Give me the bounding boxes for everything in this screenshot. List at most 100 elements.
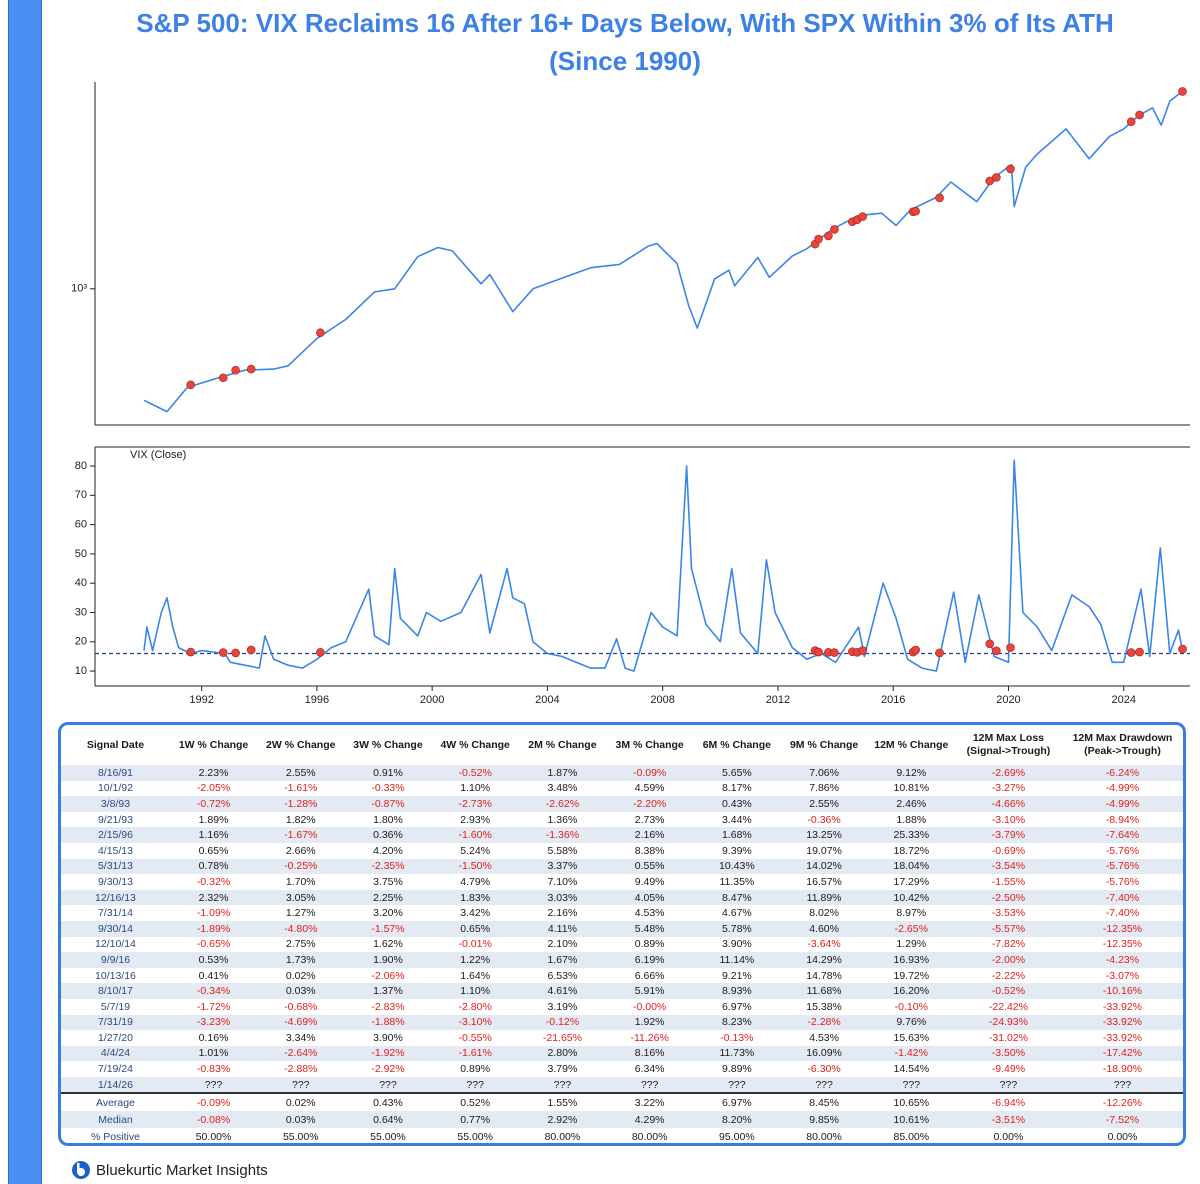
table-cell: -0.55% — [458, 1031, 492, 1044]
table-cell: 0.65% — [431, 920, 519, 937]
signal-marker — [992, 646, 1001, 656]
y-tick-label: 50 — [75, 548, 87, 560]
table-cell: 6.97% — [721, 1000, 752, 1013]
y-tick-label: 80 — [75, 460, 87, 472]
x-tick-label: 2004 — [535, 694, 559, 706]
price-line — [143, 459, 1184, 672]
signal-marker — [830, 648, 839, 657]
header-cell: 6M % Change — [702, 738, 771, 751]
table-cell: 18.04% — [867, 858, 955, 875]
table-cell: 7/31/14 — [97, 907, 133, 920]
table-cell: -0.25% — [257, 858, 345, 875]
table-cell: 14.78% — [806, 969, 842, 982]
signal-marker — [1006, 164, 1015, 174]
table-cell: -24.93% — [954, 1014, 1062, 1031]
table-cell: -0.65% — [196, 938, 231, 951]
table-cell: -3.27% — [991, 782, 1026, 795]
table-cell: 12/10/14 — [95, 938, 136, 951]
table-cell: 8.02% — [809, 907, 839, 920]
table-cell: 9.49% — [634, 875, 665, 888]
table-cell: -0.33% — [371, 782, 405, 795]
price-line — [143, 90, 1183, 413]
table-cell: 11.89% — [780, 889, 868, 906]
table-cell: -0.72% — [169, 796, 258, 812]
table-row: 10/13/16 0.41% 0.02% -2.06% 1.64% 6.53% 6.66% 9… — [61, 968, 1183, 984]
table-cell: 1.88% — [896, 813, 927, 826]
summary-cell: 2.92% — [518, 1111, 607, 1129]
table-cell: 1.89% — [198, 813, 229, 826]
table-row: 7/19/24 -0.83% -2.88% -2.92% 0.89% 3.79% 6.34%… — [61, 1061, 1183, 1077]
table-cell: 19.72% — [893, 969, 930, 982]
signal-marker — [1006, 643, 1015, 652]
table-cell: 8/16/91 — [61, 765, 170, 781]
table-cell: 17.29% — [893, 875, 930, 888]
table-cell: 9.89% — [721, 1063, 752, 1076]
summary-cell: 1.55% — [518, 1092, 607, 1112]
table-cell: 7.06% — [780, 765, 868, 781]
table-cell: -2.69% — [954, 765, 1062, 781]
summary-cell: 0.03% — [257, 1111, 345, 1129]
x-tick-label: 1992 — [189, 694, 213, 706]
signal-marker — [231, 365, 240, 375]
table-cell: 0.55% — [606, 858, 694, 875]
table-row: 7/31/19 -3.23% -4.69% -1.88% -3.10% -0.12% 1.9… — [61, 1014, 1183, 1031]
table-cell: -2.50% — [954, 889, 1062, 906]
x-tick-label: 2016 — [881, 694, 905, 706]
table-cell: 1.73% — [257, 952, 345, 968]
table-row: 8/10/17 -0.34% 0.03% 1.37% 1.10% 4.61% 5.91% 8.… — [61, 983, 1183, 999]
table-cell: 1.29% — [896, 938, 927, 951]
table-cell: ??? — [1061, 1076, 1183, 1094]
table-cell: 2.23% — [169, 765, 258, 781]
table-cell: -2.06% — [371, 969, 405, 982]
signal-marker — [186, 647, 195, 657]
table-cell: 5.24% — [460, 844, 491, 857]
table-cell: 16.20% — [867, 983, 955, 999]
side-bar — [8, 0, 42, 1184]
header-cell: 3W % Change — [353, 738, 423, 751]
table-cell: 10/1/92 — [97, 782, 133, 795]
table-cell: -1.55% — [991, 875, 1026, 888]
table-cell: -0.32% — [196, 875, 231, 888]
table-cell: 11.14% — [693, 952, 781, 968]
table-cell: 1/27/20 — [97, 1031, 133, 1044]
table-cell: 1.37% — [344, 983, 432, 999]
table-cell: -4.66% — [954, 796, 1062, 812]
signal-marker — [1178, 644, 1187, 654]
header-cell: 12M Max Loss (Signal->Trough) — [966, 732, 1051, 757]
table-cell: 4/15/13 — [97, 844, 133, 857]
table-cell: -4.69% — [257, 1014, 345, 1031]
table-cell: 3.42% — [460, 907, 491, 920]
table-cell: -8.94% — [1105, 813, 1140, 826]
table-cell: 2.46% — [867, 796, 955, 812]
table-cell: -2.92% — [371, 1063, 405, 1076]
summary-cell: -12.26% — [1061, 1092, 1183, 1112]
table-row: 2/15/96 1.16% -1.67% 0.36% -1.60% -1.36% 2.16%… — [61, 827, 1183, 843]
signal-marker — [231, 648, 240, 658]
table-cell: -12.35% — [1102, 938, 1143, 951]
table-cell: -1.61% — [284, 782, 318, 795]
table-cell: -2.28% — [780, 1014, 868, 1031]
summary-cell: Average — [61, 1092, 170, 1112]
table-cell: -2.83% — [371, 1000, 405, 1013]
signal-marker — [935, 193, 944, 203]
table-cell: 0.02% — [285, 969, 316, 982]
table-cell: -1.72% — [196, 1000, 231, 1013]
table-cell: 0.78% — [169, 858, 258, 875]
table-cell: -1.92% — [344, 1045, 432, 1062]
summary-cell: 10.61% — [867, 1111, 955, 1129]
table-cell: -7.40% — [1061, 889, 1183, 906]
signal-marker — [985, 639, 995, 649]
table-cell: -6.30% — [807, 1063, 841, 1076]
table-cell: 3.90% — [373, 1031, 403, 1044]
table-cell: -9.49% — [991, 1063, 1026, 1076]
table-cell: 5.78% — [693, 920, 781, 937]
summary-cell: 8.20% — [693, 1111, 781, 1129]
table-cell: ??? — [169, 1076, 258, 1094]
table-cell: -1.57% — [344, 920, 432, 937]
table-cell: 4/4/24 — [61, 1045, 170, 1062]
header-cell: 9M % Change — [789, 738, 859, 751]
table-cell: 1.68% — [693, 827, 781, 843]
table-cell: 1.92% — [606, 1014, 694, 1031]
table-cell: ??? — [431, 1076, 519, 1094]
table-cell: 15.63% — [893, 1031, 930, 1044]
